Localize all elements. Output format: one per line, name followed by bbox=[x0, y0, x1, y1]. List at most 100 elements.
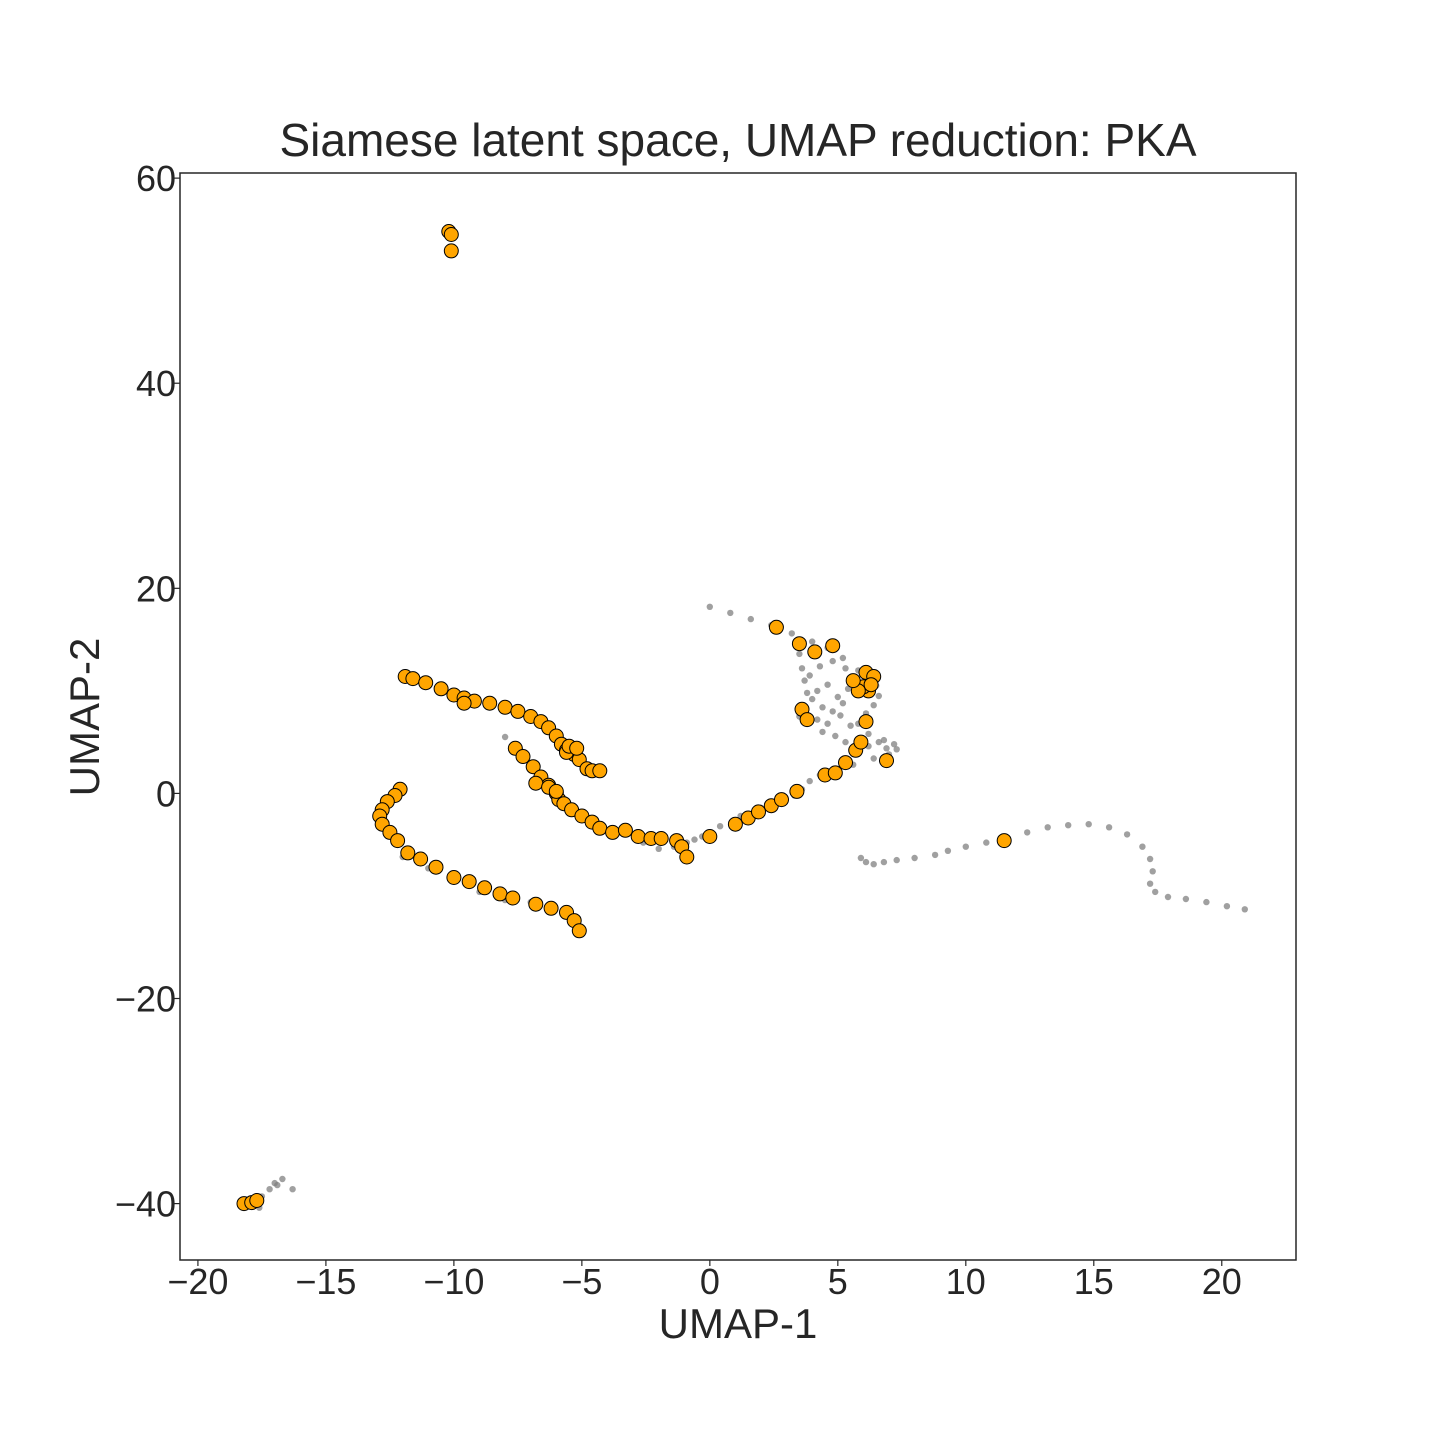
highlight-point bbox=[799, 712, 815, 728]
highlight-point bbox=[482, 695, 498, 711]
highlight-point bbox=[497, 699, 513, 715]
background-point bbox=[1146, 880, 1154, 887]
x-tick-label: 10 bbox=[946, 1261, 986, 1302]
background-point bbox=[839, 700, 847, 707]
background-point bbox=[824, 720, 831, 727]
background-point bbox=[819, 704, 826, 711]
background-point bbox=[983, 839, 990, 846]
x-axis-label: UMAP-1 bbox=[659, 1300, 818, 1347]
highlight-point bbox=[446, 870, 462, 885]
background-point bbox=[880, 736, 888, 744]
background-point bbox=[834, 693, 841, 701]
background-point bbox=[837, 712, 844, 719]
x-ticks: −20 −15 −10 −5 0 5 10 15 20 bbox=[167, 1260, 1242, 1302]
plot-frame bbox=[179, 172, 1297, 1261]
background-point bbox=[1085, 821, 1092, 828]
background-point bbox=[893, 856, 900, 864]
background-point bbox=[1152, 888, 1159, 896]
background-point bbox=[706, 603, 713, 610]
highlight-point bbox=[456, 695, 472, 711]
highlight-point bbox=[418, 675, 434, 691]
highlight-point bbox=[400, 845, 416, 861]
background-point bbox=[931, 851, 939, 859]
y-tick-label: 0 bbox=[156, 773, 176, 814]
highlight-point bbox=[825, 638, 841, 654]
y-ticks: −40 −20 0 20 40 60 bbox=[115, 158, 180, 1225]
highlight-point bbox=[789, 783, 805, 799]
x-tick-label: 20 bbox=[1202, 1261, 1242, 1302]
background-point bbox=[1044, 824, 1051, 831]
background-point bbox=[501, 733, 509, 741]
highlight-point bbox=[548, 783, 564, 799]
highlight-point bbox=[390, 833, 406, 849]
background-point bbox=[870, 861, 877, 868]
x-tick-label: −15 bbox=[295, 1261, 356, 1302]
highlight-point bbox=[653, 831, 669, 846]
background-point bbox=[1164, 893, 1172, 901]
x-tick-label: −10 bbox=[423, 1261, 484, 1302]
background-point bbox=[847, 722, 854, 729]
chart-title: Siamese latent space, UMAP reduction: PK… bbox=[279, 114, 1196, 166]
background-point bbox=[1065, 822, 1072, 829]
highlight-point bbox=[679, 849, 695, 865]
background-point bbox=[832, 732, 839, 740]
background-point bbox=[1182, 895, 1190, 903]
y-tick-label: −40 bbox=[115, 1184, 176, 1225]
highlight-point bbox=[617, 822, 633, 838]
highlight-point bbox=[791, 636, 807, 652]
y-tick-label: −20 bbox=[115, 979, 176, 1020]
background-point bbox=[809, 695, 816, 703]
background-point bbox=[829, 708, 836, 715]
highlight-point bbox=[858, 714, 874, 730]
highlight-point bbox=[405, 671, 421, 687]
background-point bbox=[842, 738, 849, 746]
background-point bbox=[655, 845, 662, 852]
highlight-point bbox=[768, 619, 784, 635]
background-point bbox=[839, 654, 847, 662]
highlight-point bbox=[571, 923, 587, 939]
highlight-point bbox=[505, 890, 521, 906]
highlight-point bbox=[443, 227, 459, 242]
x-tick-label: −20 bbox=[167, 1261, 228, 1302]
points-layer bbox=[236, 224, 1249, 1212]
background-point bbox=[1223, 903, 1231, 910]
background-point bbox=[266, 1186, 273, 1193]
background-point bbox=[809, 638, 816, 645]
highlight-point bbox=[774, 792, 789, 808]
highlight-point bbox=[528, 896, 544, 912]
background-point bbox=[806, 777, 813, 785]
highlight-point bbox=[528, 775, 544, 791]
background-point bbox=[274, 1181, 281, 1189]
highlight-point bbox=[569, 740, 585, 756]
background-point bbox=[893, 746, 900, 753]
background-point bbox=[829, 657, 836, 665]
y-axis-label: UMAP-2 bbox=[61, 638, 108, 797]
background-point bbox=[691, 836, 698, 843]
background-point bbox=[883, 745, 890, 752]
highlight-point bbox=[515, 749, 531, 764]
x-tick-label: −5 bbox=[561, 1261, 602, 1302]
background-point bbox=[870, 702, 877, 709]
highlight-point bbox=[630, 829, 646, 844]
background-point bbox=[279, 1175, 286, 1183]
background-point bbox=[788, 630, 795, 637]
background-point bbox=[911, 854, 918, 862]
highlight-point bbox=[751, 804, 766, 820]
highlight-point bbox=[413, 851, 429, 867]
background-point bbox=[875, 692, 882, 700]
background-point bbox=[816, 663, 824, 670]
background-point bbox=[857, 854, 865, 862]
x-tick-label: 15 bbox=[1074, 1261, 1114, 1302]
background-point bbox=[1146, 855, 1154, 863]
background-point bbox=[1139, 843, 1146, 850]
highlight-point bbox=[996, 833, 1012, 849]
highlight-point bbox=[443, 243, 459, 259]
highlight-point bbox=[433, 681, 449, 697]
background-point bbox=[747, 615, 754, 623]
background-point bbox=[862, 858, 870, 866]
highlight-point bbox=[543, 900, 559, 916]
highlight-point bbox=[492, 886, 508, 902]
background-point bbox=[962, 843, 969, 850]
